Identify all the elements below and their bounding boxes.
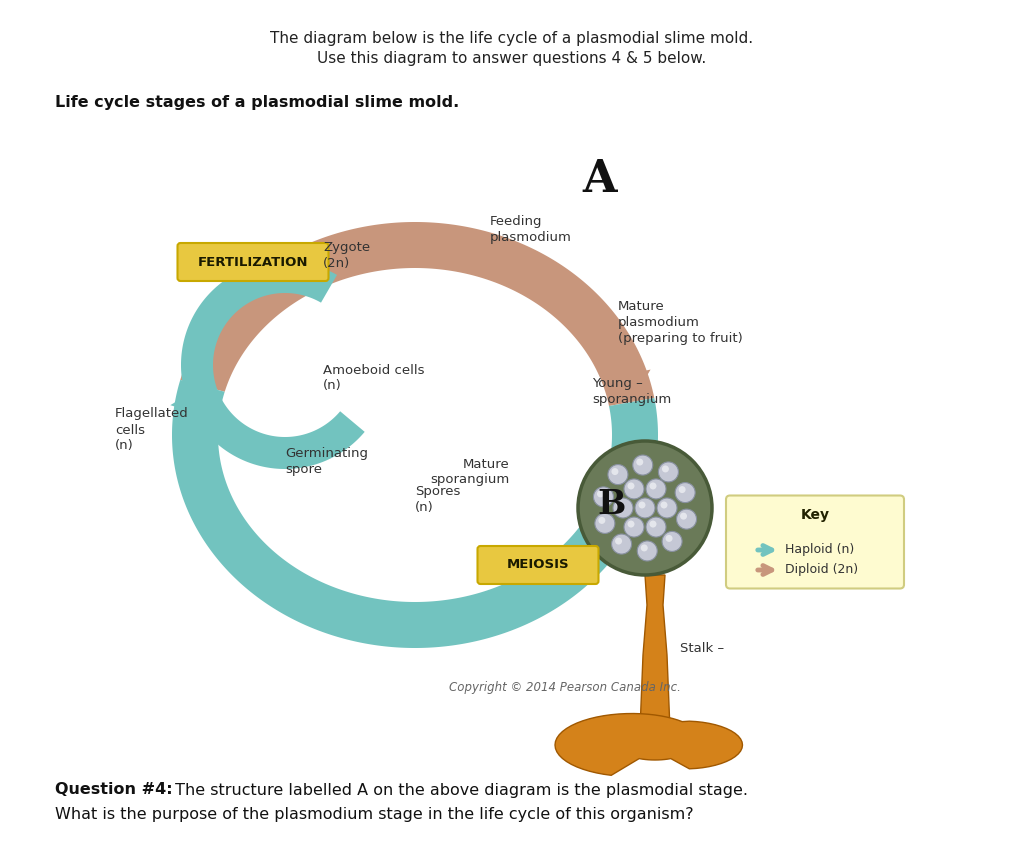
Text: Use this diagram to answer questions 4 & 5 below.: Use this diagram to answer questions 4 &… xyxy=(317,50,707,66)
Polygon shape xyxy=(555,713,742,775)
Circle shape xyxy=(578,441,712,575)
Circle shape xyxy=(594,487,613,507)
Text: Copyright © 2014 Pearson Canada Inc.: Copyright © 2014 Pearson Canada Inc. xyxy=(450,682,681,694)
Polygon shape xyxy=(180,222,654,406)
Circle shape xyxy=(616,501,624,509)
FancyBboxPatch shape xyxy=(177,243,329,281)
Circle shape xyxy=(636,459,643,465)
Circle shape xyxy=(649,521,656,528)
Text: Flagellated
cells
(n): Flagellated cells (n) xyxy=(115,408,188,453)
Circle shape xyxy=(611,468,618,475)
Text: FERTILIZATION: FERTILIZATION xyxy=(198,255,308,269)
Text: Zygote
(2n): Zygote (2n) xyxy=(323,241,370,270)
Polygon shape xyxy=(301,262,329,294)
Circle shape xyxy=(660,501,668,509)
Circle shape xyxy=(675,483,695,503)
Circle shape xyxy=(615,538,623,545)
Text: Key: Key xyxy=(801,507,829,522)
Circle shape xyxy=(597,490,604,497)
Circle shape xyxy=(649,483,656,489)
Polygon shape xyxy=(170,386,218,420)
Text: Germinating
spore: Germinating spore xyxy=(285,448,368,477)
Text: MEIOSIS: MEIOSIS xyxy=(507,558,569,572)
Circle shape xyxy=(628,521,635,528)
Text: The structure labelled A on the above diagram is the plasmodial stage.: The structure labelled A on the above di… xyxy=(170,783,748,797)
Circle shape xyxy=(666,535,673,542)
Circle shape xyxy=(608,465,628,484)
Circle shape xyxy=(646,517,666,537)
Text: Mature
sporangium: Mature sporangium xyxy=(431,458,510,487)
Text: B: B xyxy=(598,488,627,522)
Text: Diploid (2n): Diploid (2n) xyxy=(785,563,858,576)
Text: Haploid (n): Haploid (n) xyxy=(785,544,854,557)
Text: Feeding
plasmodium: Feeding plasmodium xyxy=(490,215,571,244)
Circle shape xyxy=(624,517,644,537)
Circle shape xyxy=(598,517,605,524)
Text: What is the purpose of the plasmodium stage in the life cycle of this organism?: What is the purpose of the plasmodium st… xyxy=(55,808,693,823)
Circle shape xyxy=(679,486,686,493)
Text: sporangium: sporangium xyxy=(592,393,672,407)
Circle shape xyxy=(635,498,655,518)
Circle shape xyxy=(663,531,682,551)
Circle shape xyxy=(637,541,657,561)
Circle shape xyxy=(639,501,645,509)
Circle shape xyxy=(641,545,648,551)
Polygon shape xyxy=(640,575,670,730)
Text: The diagram below is the life cycle of a plasmodial slime mold.: The diagram below is the life cycle of a… xyxy=(270,31,754,45)
Text: Question #4:: Question #4: xyxy=(55,783,173,797)
Circle shape xyxy=(628,483,635,489)
Polygon shape xyxy=(181,261,365,469)
Text: Mature
plasmodium
(preparing to fruit): Mature plasmodium (preparing to fruit) xyxy=(618,300,742,345)
FancyBboxPatch shape xyxy=(477,546,598,584)
Circle shape xyxy=(633,455,652,475)
Circle shape xyxy=(662,465,669,472)
Text: Amoeboid cells
(n): Amoeboid cells (n) xyxy=(323,363,425,392)
Circle shape xyxy=(611,534,632,554)
FancyBboxPatch shape xyxy=(726,495,904,589)
Circle shape xyxy=(613,498,633,518)
Circle shape xyxy=(646,479,666,499)
Circle shape xyxy=(595,513,614,534)
Circle shape xyxy=(624,479,644,499)
Circle shape xyxy=(680,512,687,520)
Text: Spores
(n): Spores (n) xyxy=(415,486,461,515)
Text: A: A xyxy=(583,158,617,202)
Polygon shape xyxy=(601,369,650,402)
Text: Stalk –: Stalk – xyxy=(680,642,724,654)
Text: Life cycle stages of a plasmodial slime mold.: Life cycle stages of a plasmodial slime … xyxy=(55,94,459,110)
Polygon shape xyxy=(172,380,658,648)
Text: Young –: Young – xyxy=(592,376,643,390)
Circle shape xyxy=(677,509,696,529)
Circle shape xyxy=(657,498,677,518)
Circle shape xyxy=(658,462,679,482)
